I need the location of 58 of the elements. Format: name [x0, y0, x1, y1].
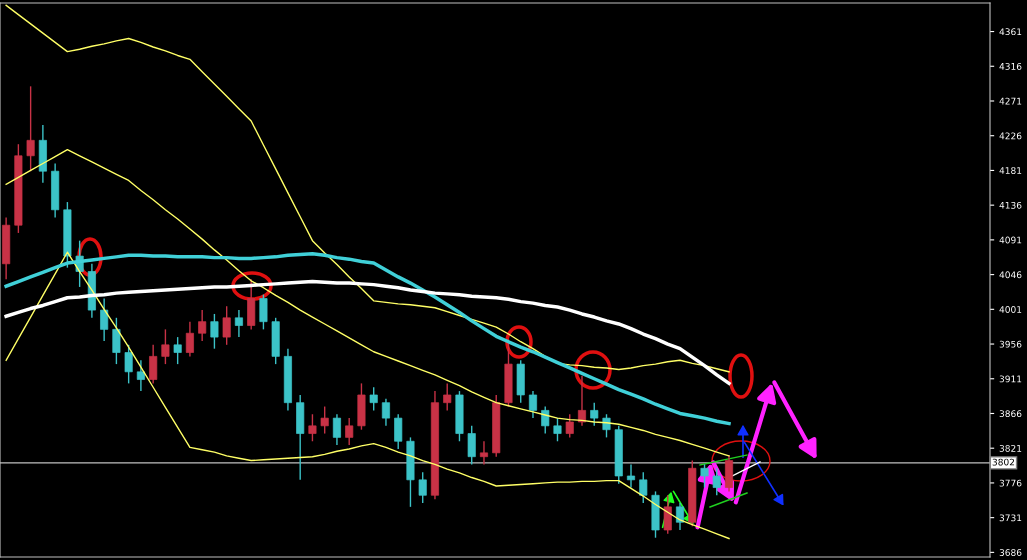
y-tick-label: 4271 [999, 97, 1022, 105]
y-tick-label: 4001 [999, 306, 1022, 313]
candlestick [149, 344, 158, 385]
y-tick-label: 3731 [999, 514, 1022, 522]
candlestick [639, 471, 648, 504]
y-tick-label: 4136 [999, 201, 1022, 209]
y-tick-label: 3821 [999, 444, 1022, 452]
candlestick [700, 463, 709, 489]
candlestick [308, 413, 317, 442]
candlestick [626, 463, 636, 489]
candlestick [541, 405, 550, 435]
y-tick-label: 4046 [999, 271, 1022, 279]
line-series [5, 148, 730, 457]
candlestick [185, 320, 194, 358]
line-series [5, 251, 730, 540]
candlestick [663, 494, 672, 535]
candlestick [479, 440, 488, 466]
candlestick [467, 425, 476, 466]
y-tick-label: 3776 [999, 479, 1022, 487]
candlestick [369, 386, 378, 412]
candlestick [590, 401, 599, 427]
candlestick [553, 417, 562, 442]
line-series [4, 252, 731, 426]
y-tick-label: 4361 [999, 28, 1022, 36]
line-series [5, 4, 730, 373]
candlestick [173, 336, 182, 365]
candlestick [320, 405, 329, 435]
candlestick [712, 467, 721, 496]
y-tick-label: 4316 [999, 63, 1022, 70]
candlestick [528, 390, 538, 419]
y-tick-label: 3866 [999, 410, 1022, 418]
candlestick [259, 293, 268, 331]
candlestick [210, 313, 219, 350]
candlestick [345, 417, 354, 446]
y-tick-label: 4226 [999, 132, 1022, 140]
candlestick [26, 85, 35, 172]
candlestick [234, 309, 243, 338]
candlestick [565, 413, 574, 439]
candlestick [124, 344, 133, 385]
candlestick [675, 502, 685, 531]
candlestick [161, 328, 170, 365]
y-tick-label: 4091 [999, 236, 1022, 244]
candlestick [381, 398, 390, 427]
candlestick [418, 471, 427, 504]
y-tick-label: 4181 [999, 167, 1022, 174]
candlestick [332, 413, 341, 446]
y-tick-label: 3956 [999, 340, 1022, 348]
y-tick-label: 3911 [999, 375, 1022, 383]
candlestick [222, 305, 231, 346]
candlestick [198, 309, 207, 342]
candlestick [100, 297, 109, 342]
y-tick-label: 3686 [999, 549, 1022, 556]
candlestick [136, 359, 145, 392]
candlestick [112, 317, 121, 365]
candlestick [443, 382, 452, 412]
candlestick [394, 413, 403, 450]
candlestick [577, 374, 587, 427]
ref-line-label: 3802 [992, 458, 1015, 466]
